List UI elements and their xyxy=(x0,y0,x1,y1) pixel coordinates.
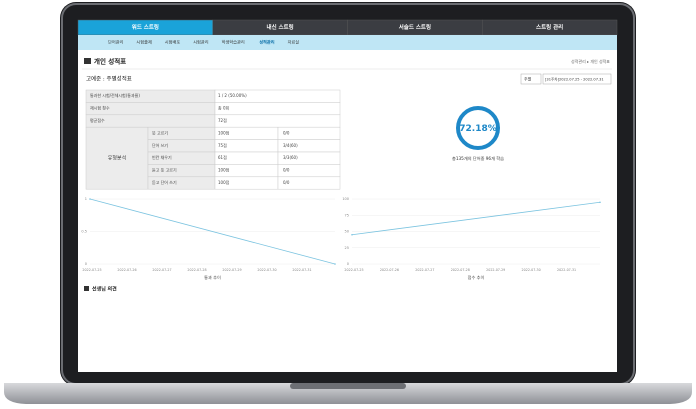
subnav-item[interactable]: 자료실 xyxy=(288,39,300,46)
type-score: 61점 xyxy=(218,154,227,160)
type-name: 빈칸 채우기 xyxy=(152,154,172,160)
period-select[interactable] xyxy=(520,73,542,85)
type-score: 75점 xyxy=(218,142,227,148)
x-tick-label: 2022-07-26 xyxy=(380,268,399,272)
type-name: 듣고 뜻 고르기 xyxy=(152,167,177,173)
subnav-item[interactable]: 시험출제 xyxy=(136,39,152,46)
summary-value: 총 0회 xyxy=(218,105,229,111)
summary-label: 평균점수 xyxy=(90,117,105,123)
breadcrumb: 성적관리 ▸ 개인 성적표 xyxy=(571,58,610,64)
subnav-item[interactable]: 시험배포 xyxy=(165,39,181,46)
progress-percent: 72.18% xyxy=(459,124,497,134)
y-tick-label: 0.5 xyxy=(81,230,87,234)
table-cell xyxy=(214,114,341,128)
type-name: 뜻 고르기 xyxy=(152,129,168,135)
y-tick-label: 0 xyxy=(85,262,87,266)
x-tick-label: 2022-07-26 xyxy=(117,268,136,272)
subnav-item[interactable]: 시험관리 xyxy=(193,39,209,46)
type-count: 3/4(60) xyxy=(283,143,298,148)
x-axis-label: 점수 추이 xyxy=(468,274,485,281)
subnav-bar xyxy=(78,35,617,50)
x-tick-label: 2022-07-30 xyxy=(257,268,276,272)
line xyxy=(89,198,336,265)
x-tick-label: 2022-07-25 xyxy=(344,268,363,272)
table-cell xyxy=(85,126,149,190)
summary-value: 72점 xyxy=(218,117,227,123)
title-icon xyxy=(84,58,91,64)
x-tick-label: 2022-07-28 xyxy=(187,268,206,272)
subnav-item[interactable]: 학생학습관리 xyxy=(222,39,245,46)
laptop-base xyxy=(4,383,692,404)
progress-ring xyxy=(456,106,500,150)
tab-label: 워드 스트링 xyxy=(132,23,159,31)
type-name: 듣고 단어 쓰기 xyxy=(152,179,177,185)
tab-label: 내신 스트링 xyxy=(267,23,294,31)
opinion-icon xyxy=(84,286,89,291)
type-score: 100점 xyxy=(218,179,230,185)
type-name: 단어 쓰기 xyxy=(152,142,168,148)
type-count: 3/3(60) xyxy=(283,155,298,160)
x-tick-label: 2022-07-31 xyxy=(292,268,311,272)
y-tick-label: 25 xyxy=(345,246,349,250)
table-cell xyxy=(277,176,341,190)
y-tick-label: 100 xyxy=(342,197,349,201)
x-tick-label: 2022-07-30 xyxy=(522,268,541,272)
type-count: 0/0 xyxy=(283,168,290,173)
screen xyxy=(78,20,617,372)
type-count: 0/0 xyxy=(283,180,290,185)
type-count: 0/0 xyxy=(283,130,290,135)
type-label: 유형분석 xyxy=(108,155,126,162)
x-axis-label: 통과 추이 xyxy=(204,274,221,281)
x-tick-label: 2022-07-28 xyxy=(451,268,470,272)
table-cell xyxy=(85,114,216,128)
line xyxy=(351,201,601,236)
progress-caption: 총135개의 단어중 96개 학습 xyxy=(452,155,504,162)
tab-label: 서술드 스트링 xyxy=(399,23,431,31)
type-score: 100점 xyxy=(218,167,230,173)
summary-value: 1 / 2 (50.00%) xyxy=(218,93,247,98)
tab-label: 스트링 관리 xyxy=(536,23,563,31)
week-select-text: [31주차]2022.07.25 - 2022.07.31 xyxy=(545,77,604,82)
summary-label: 통과한 시험/전체시험(통과율) xyxy=(90,92,140,98)
summary-label: 재시험 횟수 xyxy=(90,105,110,111)
notch xyxy=(290,383,406,389)
week-select[interactable] xyxy=(542,73,612,85)
y-tick-label: 1 xyxy=(85,197,87,201)
period-select-text: 주별 xyxy=(524,76,532,82)
subnav-item[interactable]: 단어관리 xyxy=(108,39,124,46)
x-tick-label: 2022-07-31 xyxy=(557,268,576,272)
y-tick-label: 0 xyxy=(347,262,349,266)
x-tick-label: 2022-07-29 xyxy=(222,268,241,272)
subnav-item[interactable]: 성적관리 xyxy=(259,39,275,46)
y-tick-label: 75 xyxy=(345,213,349,217)
type-score: 100점 xyxy=(218,129,230,135)
student-heading: 고예준 : 주별성적표 xyxy=(86,75,132,83)
x-tick-label: 2022-07-27 xyxy=(415,268,434,272)
x-tick-label: 2022-07-29 xyxy=(486,268,505,272)
table-cell xyxy=(214,102,341,116)
y-tick-label: 50 xyxy=(345,230,349,234)
opinion-title: 선생님 의견 xyxy=(92,286,117,293)
page-title: 개인 성적표 xyxy=(94,57,126,66)
x-tick-label: 2022-07-27 xyxy=(152,268,171,272)
x-tick-label: 2022-07-25 xyxy=(82,268,101,272)
